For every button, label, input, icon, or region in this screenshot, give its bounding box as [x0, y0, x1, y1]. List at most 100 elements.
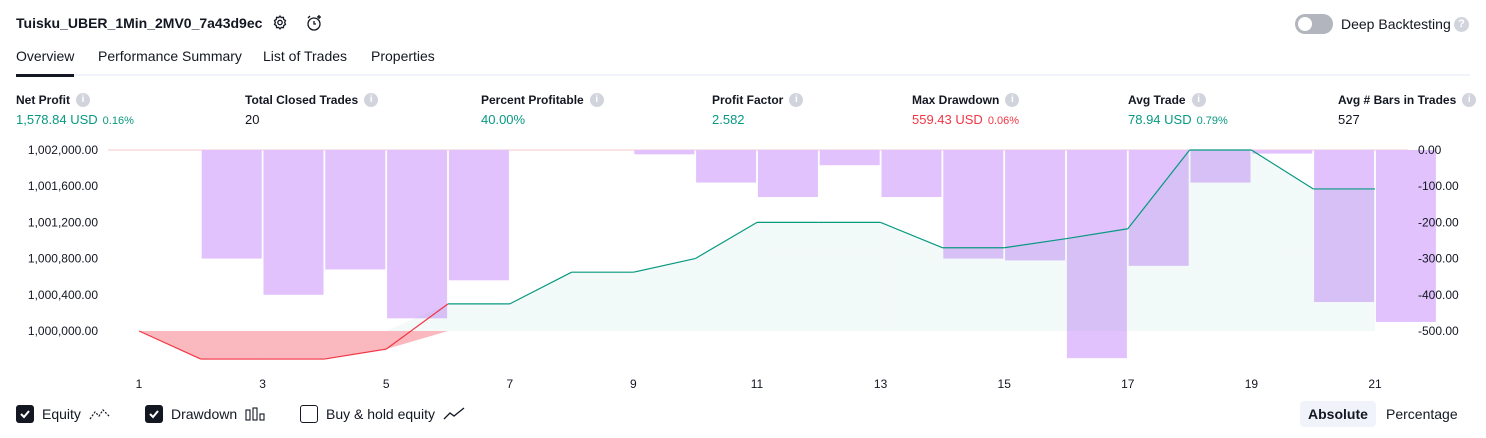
metric-value: 78.94 USD — [1128, 112, 1192, 127]
equity-line-segment — [138, 330, 202, 360]
drawdown-bar — [387, 150, 448, 319]
equity-line-icon — [89, 409, 111, 420]
equity-line-segment — [509, 271, 572, 305]
legend-buy-hold[interactable]: Buy & hold equity — [300, 404, 465, 424]
left-axis-tick: 1,001,600.00 — [28, 179, 98, 193]
drawdown-bar — [1375, 150, 1436, 322]
metric-label: Avg Trade — [1128, 93, 1186, 107]
toggle-knob — [1298, 17, 1312, 31]
metric-value: 2.582 — [712, 112, 745, 127]
metric-value: 559.43 USD — [912, 112, 983, 127]
info-icon[interactable]: i — [1191, 93, 1206, 107]
equity-line-segment — [385, 303, 449, 350]
equity-checkbox[interactable] — [16, 405, 34, 423]
x-axis-tick: 13 — [874, 377, 888, 391]
x-axis-tick: 7 — [506, 377, 513, 391]
metric-label: Profit Factor — [712, 93, 784, 107]
info-icon[interactable]: i — [1462, 93, 1477, 107]
drawdown-bar — [819, 150, 880, 166]
equity-line — [138, 149, 1375, 360]
right-axis-tick: 0.00 — [1418, 143, 1442, 157]
info-icon[interactable]: i — [1005, 93, 1020, 107]
metric-percent-profitable: Percent Profitable i 40.00% — [481, 93, 604, 127]
x-axis-tick: 21 — [1368, 377, 1382, 391]
metric-total-closed-trades: Total Closed Trades i 20 — [245, 93, 379, 127]
left-axis-tick: 1,000,800.00 — [28, 252, 98, 266]
info-icon[interactable]: i — [789, 93, 804, 107]
metric-avg-trade: Avg Trade i 78.94 USD 0.79% — [1128, 93, 1228, 127]
metric-percent: 0.79% — [1196, 115, 1228, 127]
equity-line-segment — [1251, 149, 1314, 190]
right-axis-tick: -500.00 — [1418, 324, 1459, 338]
question-icon[interactable]: ? — [1454, 17, 1469, 32]
metric-value: 20 — [245, 112, 260, 127]
right-axis-tick: -100.00 — [1418, 179, 1459, 193]
drawdown-bar — [201, 150, 262, 259]
x-axis-tick: 5 — [383, 377, 390, 391]
drawdown-bar — [263, 150, 324, 295]
metric-label: Percent Profitable — [481, 93, 584, 107]
left-axis-tick: 1,000,000.00 — [28, 324, 98, 338]
drawdown-bar — [325, 150, 386, 270]
drawdown-checkbox[interactable] — [145, 405, 163, 423]
info-icon[interactable]: i — [76, 93, 90, 107]
metric-label: Total Closed Trades — [245, 93, 359, 107]
alarm-clock-plus-icon[interactable] — [305, 14, 323, 32]
right-axis-tick: -400.00 — [1418, 288, 1459, 302]
right-axis-tick: -300.00 — [1418, 252, 1459, 266]
tab-bar: Overview Performance Summary List of Tra… — [16, 48, 1470, 77]
metric-max-drawdown: Max Drawdown i 559.43 USD 0.06% — [912, 93, 1020, 127]
x-axis-tick: 11 — [751, 377, 764, 391]
metric-net-profit: Net Profit i 1,578.84 USD 0.16% — [16, 93, 134, 127]
tab-performance-summary[interactable]: Performance Summary — [98, 48, 242, 64]
metric-value: 1,578.84 USD — [16, 112, 98, 127]
absolute-button[interactable]: Absolute — [1300, 401, 1376, 427]
equity-drawdown-chart[interactable]: 1,002,000.00 1,001,600.00 1,001,200.00 1,00… — [0, 138, 1486, 396]
legend-drawdown-label: Drawdown — [171, 406, 238, 422]
metric-profit-factor: Profit Factor i 2.582 — [712, 93, 804, 127]
drawdown-bar — [1252, 150, 1313, 154]
x-axis-tick: 19 — [1245, 377, 1259, 391]
strategy-title: Tuisku_UBER_1Min_2MV0_7a43d9ec — [16, 15, 263, 31]
percentage-button[interactable]: Percentage — [1386, 406, 1458, 422]
drawdown-bar — [634, 150, 695, 155]
left-axis: 1,002,000.00 1,001,600.00 1,001,200.00 1,00… — [28, 143, 98, 338]
tab-overview[interactable]: Overview — [16, 48, 75, 77]
gear-icon[interactable] — [271, 14, 289, 32]
deep-backtesting-toggle[interactable] — [1295, 14, 1333, 34]
legend-buy-hold-label: Buy & hold equity — [326, 406, 435, 422]
right-axis-tick: -200.00 — [1418, 215, 1459, 229]
metric-percent: 0.16% — [102, 115, 134, 127]
drawdown-bar — [943, 150, 1004, 259]
metric-label: Avg # Bars in Trades — [1338, 93, 1457, 107]
left-axis-tick: 1,002,000.00 — [28, 143, 98, 157]
equity-area-negative — [139, 331, 1375, 360]
equity-line-segment — [324, 348, 387, 360]
buy-hold-checkbox[interactable] — [300, 405, 318, 423]
equity-line-segment — [880, 221, 943, 249]
metric-value: 40.00% — [481, 112, 526, 127]
drawdown-bar — [448, 150, 509, 281]
tab-properties[interactable]: Properties — [371, 48, 435, 64]
equity-area-positive — [139, 150, 1375, 331]
drawdown-bar — [757, 150, 818, 198]
legend-equity[interactable]: Equity — [16, 404, 111, 424]
deep-backtesting-label: Deep Backtesting — [1341, 16, 1451, 32]
left-axis-tick: 1,001,200.00 — [28, 215, 98, 229]
right-axis: 0.00 -100.00 -200.00 -300.00 -400.00 -500.00 — [1418, 143, 1459, 338]
equity-line-segment — [1127, 149, 1191, 230]
x-axis-tick: 1 — [136, 377, 143, 391]
x-axis-tick: 9 — [630, 377, 637, 391]
legend-drawdown[interactable]: Drawdown — [145, 404, 267, 424]
x-axis-tick: 17 — [1121, 377, 1135, 391]
equity-area — [139, 150, 1375, 360]
metric-value: 527 — [1338, 112, 1360, 127]
equity-line-segment — [1065, 228, 1128, 240]
tab-list-of-trades[interactable]: List of Trades — [263, 48, 348, 64]
info-icon[interactable]: i — [364, 93, 379, 107]
info-icon[interactable]: i — [589, 93, 604, 107]
trend-line-icon — [443, 407, 465, 420]
equity-line-segment — [1004, 238, 1067, 249]
legend-equity-label: Equity — [42, 406, 81, 422]
equity-line-segment — [694, 221, 758, 260]
